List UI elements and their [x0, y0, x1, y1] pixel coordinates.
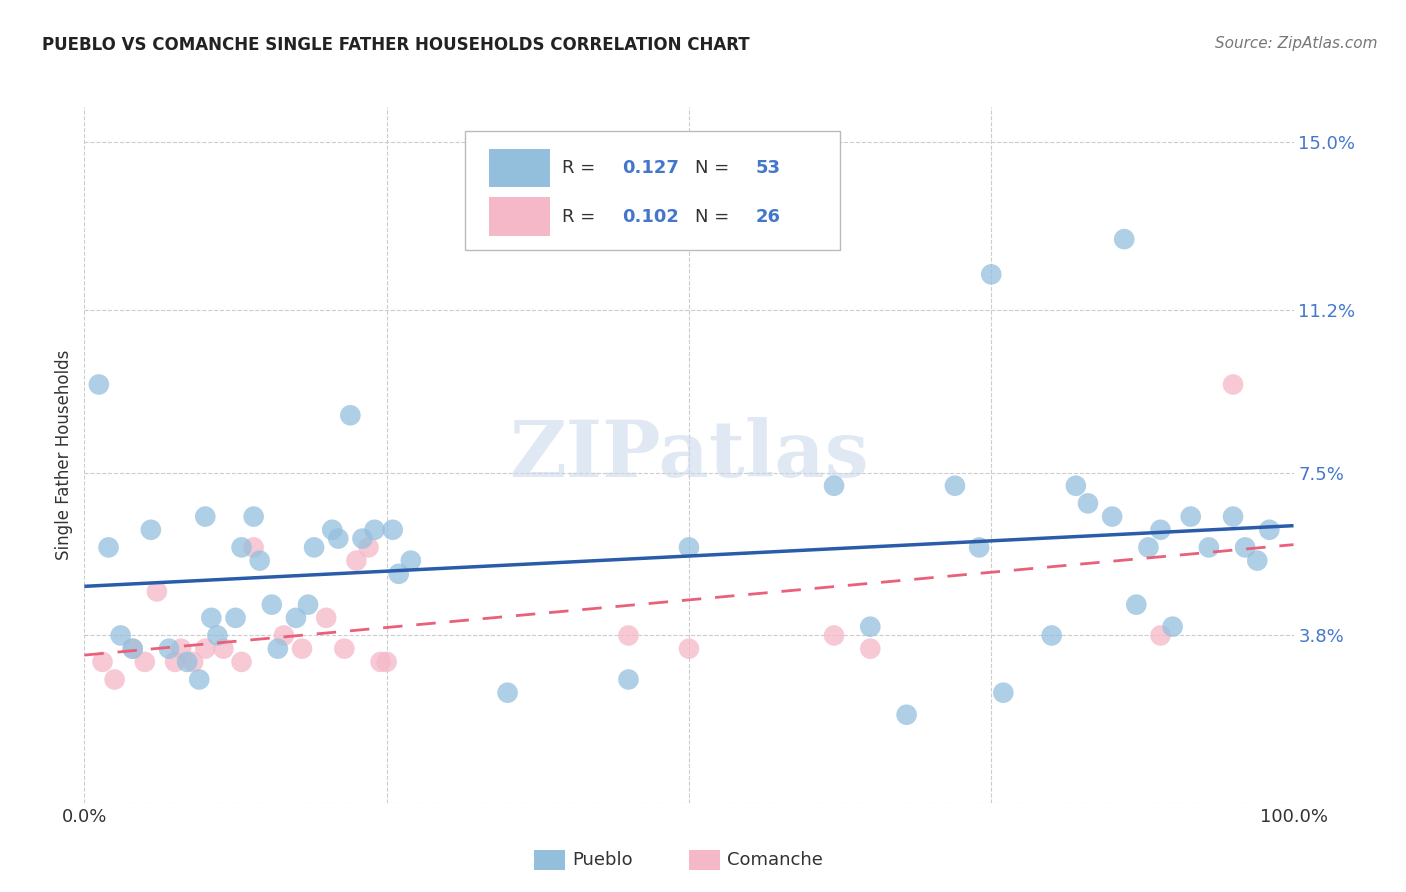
Point [363, 523, 385, 537]
Point [207, 628, 229, 642]
Point [291, 641, 314, 656]
Point [1180, 509, 1202, 524]
Point [1114, 232, 1136, 246]
Point [896, 707, 918, 722]
Point [1234, 541, 1257, 555]
Point [302, 541, 325, 555]
Point [678, 541, 700, 555]
Point [357, 541, 380, 555]
Point [1101, 509, 1123, 524]
Point [967, 541, 990, 555]
Text: 0.127: 0.127 [623, 160, 679, 178]
Point [993, 686, 1015, 700]
Point [315, 611, 337, 625]
Text: N =: N = [695, 160, 735, 178]
Text: R =: R = [562, 208, 600, 226]
Text: Comanche: Comanche [727, 851, 823, 869]
Point [859, 620, 882, 634]
Point [1137, 541, 1160, 555]
Point [496, 686, 519, 700]
Text: PUEBLO VS COMANCHE SINGLE FATHER HOUSEHOLDS CORRELATION CHART: PUEBLO VS COMANCHE SINGLE FATHER HOUSEHO… [42, 36, 749, 54]
Point [194, 509, 217, 524]
Point [823, 628, 845, 642]
Point [339, 409, 361, 423]
Point [617, 673, 640, 687]
Point [231, 655, 253, 669]
Point [225, 611, 247, 625]
Point [104, 673, 127, 687]
Point [157, 641, 180, 656]
Text: 26: 26 [755, 208, 780, 226]
Point [678, 641, 700, 656]
Point [1149, 523, 1171, 537]
Point [943, 479, 966, 493]
Point [333, 641, 356, 656]
Point [823, 479, 845, 493]
Point [97, 541, 120, 555]
Point [1258, 523, 1281, 537]
Point [859, 641, 882, 656]
Point [399, 553, 422, 567]
Point [121, 641, 143, 656]
Bar [489, 197, 550, 235]
Point [146, 584, 169, 599]
Point [231, 541, 253, 555]
Text: 53: 53 [755, 160, 780, 178]
Point [1040, 628, 1063, 642]
Point [1077, 496, 1099, 510]
Text: N =: N = [695, 208, 735, 226]
Point [1161, 620, 1184, 634]
Point [1149, 628, 1171, 642]
Point [1125, 598, 1147, 612]
FancyBboxPatch shape [465, 131, 841, 250]
Point [188, 673, 211, 687]
Point [110, 628, 132, 642]
Point [121, 641, 143, 656]
Y-axis label: Single Father Households: Single Father Households [55, 350, 73, 560]
Point [375, 655, 398, 669]
Point [134, 655, 156, 669]
Point [242, 541, 264, 555]
Text: ZIPatlas: ZIPatlas [509, 417, 869, 493]
Point [87, 377, 110, 392]
Point [1222, 377, 1244, 392]
Point [249, 553, 271, 567]
Point [328, 532, 350, 546]
Point [91, 655, 114, 669]
Point [200, 611, 222, 625]
Point [212, 641, 235, 656]
Point [1198, 541, 1220, 555]
Point [388, 566, 411, 581]
Point [165, 655, 187, 669]
Point [352, 532, 374, 546]
Point [181, 655, 204, 669]
Point [617, 628, 640, 642]
Point [980, 268, 1002, 282]
Point [267, 641, 290, 656]
Point [346, 553, 368, 567]
Text: Pueblo: Pueblo [572, 851, 633, 869]
Point [176, 655, 198, 669]
Point [170, 641, 193, 656]
Bar [489, 149, 550, 187]
Text: 0.102: 0.102 [623, 208, 679, 226]
Point [381, 523, 404, 537]
Point [273, 628, 295, 642]
Point [1222, 509, 1244, 524]
Text: Source: ZipAtlas.com: Source: ZipAtlas.com [1215, 36, 1378, 51]
Point [139, 523, 162, 537]
Point [1064, 479, 1087, 493]
Point [1246, 553, 1268, 567]
Point [370, 655, 392, 669]
Point [242, 509, 264, 524]
Point [321, 523, 343, 537]
Point [285, 611, 308, 625]
Text: R =: R = [562, 160, 600, 178]
Point [297, 598, 319, 612]
Point [260, 598, 283, 612]
Point [194, 641, 217, 656]
